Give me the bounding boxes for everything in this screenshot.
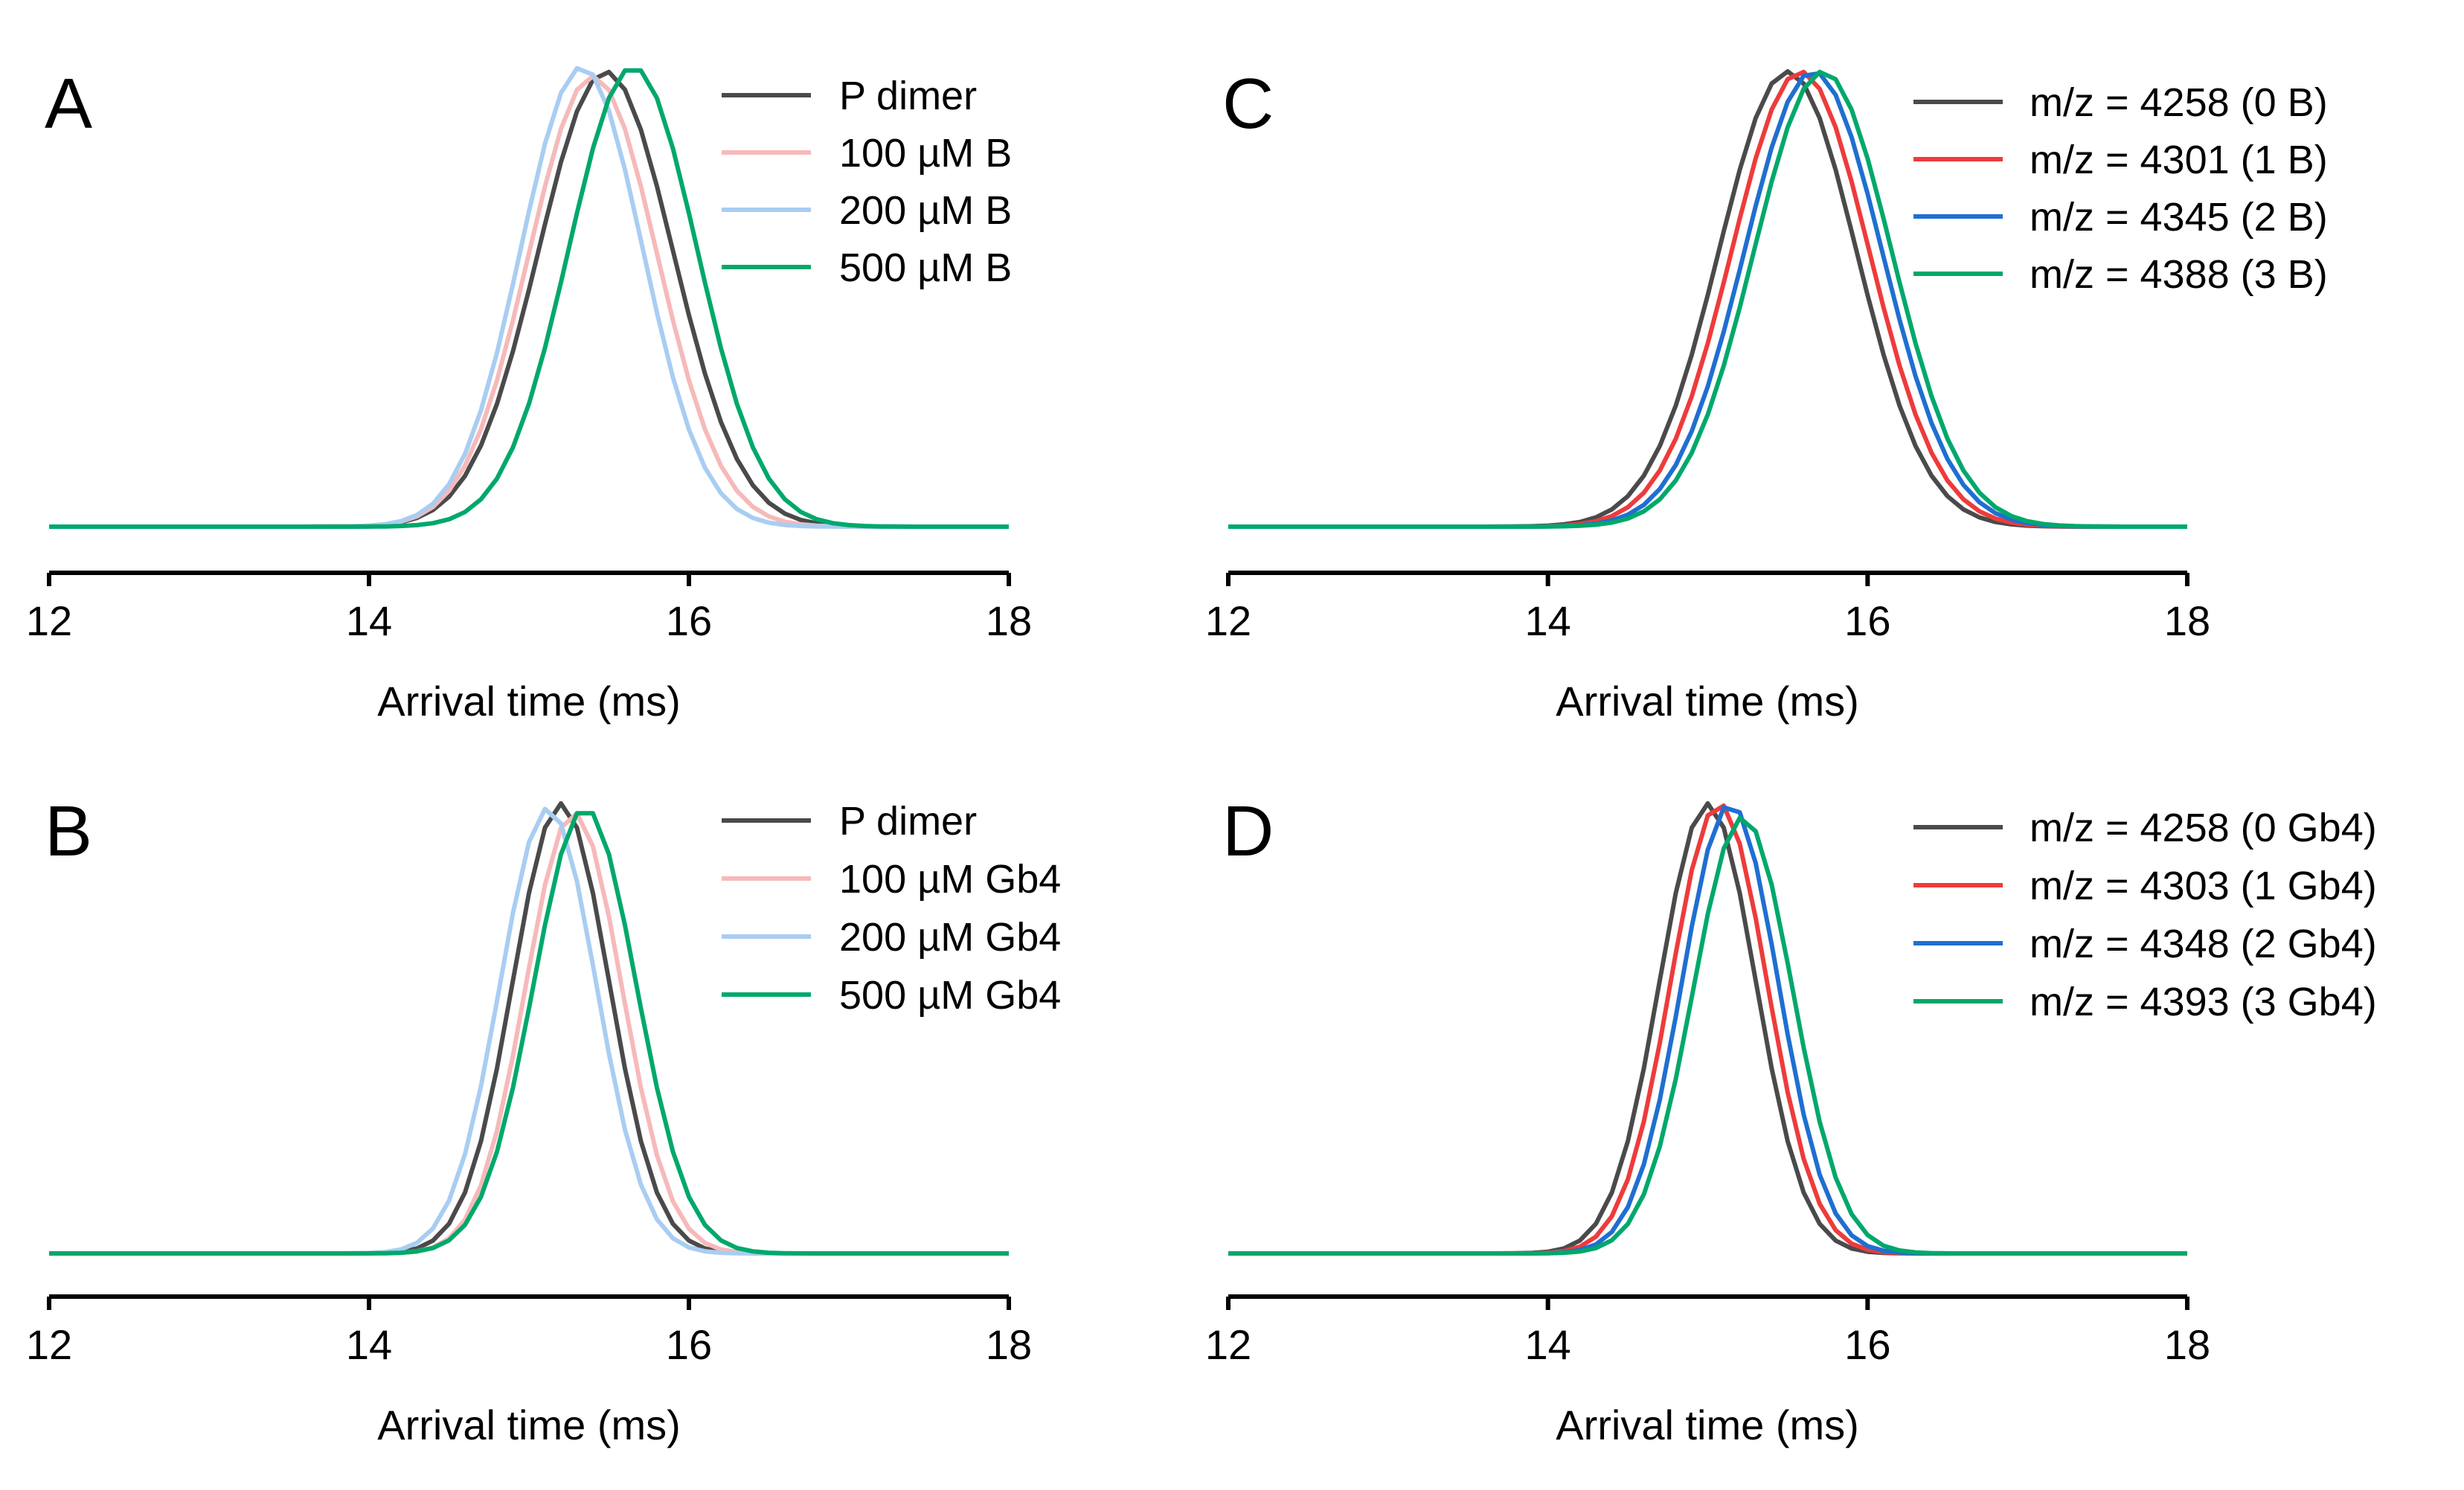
series-line-4 — [1228, 69, 2187, 529]
x-tick-label: 18 — [986, 597, 1032, 644]
legend: P dimer 100 µM Gb4 200 µM Gb4 500 µM Gb4 — [722, 799, 1061, 1018]
legend: m/z = 4258 (0 B) m/z = 4301 (1 B) m/z = … — [1913, 80, 2328, 297]
legend-entry: 100 µM B — [722, 131, 1012, 176]
legend-entry: m/z = 4348 (2 Gb4) — [1913, 922, 2377, 966]
legend: P dimer 100 µM B 200 µM B 500 µM B — [722, 74, 1012, 290]
panel-d: D 12 14 16 18 Arrival time (ms) m/z = 4258 … — [1205, 791, 2377, 1448]
legend-entry: m/z = 4388 (3 B) — [1913, 252, 2328, 297]
legend-label: P dimer — [839, 74, 977, 118]
legend-entry: P dimer — [722, 799, 977, 844]
legend-label: 200 µM B — [839, 188, 1012, 233]
x-tick-label: 18 — [986, 1321, 1032, 1368]
x-tick-label: 18 — [2164, 597, 2210, 644]
series-line-4 — [1228, 815, 2187, 1256]
legend: m/z = 4258 (0 Gb4) m/z = 4303 (1 Gb4) m/… — [1913, 806, 2377, 1024]
x-ticks: 12 14 16 18 — [1205, 1297, 2210, 1368]
x-ticks: 12 14 16 18 — [26, 573, 1032, 644]
legend-label: m/z = 4348 (2 Gb4) — [2030, 922, 2377, 966]
legend-entry: m/z = 4301 (1 B) — [1913, 138, 2328, 182]
legend-label: m/z = 4303 (1 Gb4) — [2030, 864, 2377, 908]
panel-b: B 12 14 16 18 Arrival time (ms) P dimer 100… — [26, 791, 1061, 1448]
legend-entry: m/z = 4393 (3 Gb4) — [1913, 980, 2377, 1024]
x-tick-label: 14 — [346, 597, 392, 644]
x-ticks: 12 14 16 18 — [1205, 573, 2210, 644]
x-tick-label: 12 — [1205, 1321, 1251, 1368]
series-group — [49, 801, 1009, 1256]
legend-label: 100 µM Gb4 — [839, 857, 1061, 902]
legend-entry: 500 µM B — [722, 245, 1012, 290]
x-tick-label: 16 — [666, 1321, 712, 1368]
x-tick-label: 16 — [1844, 1321, 1890, 1368]
panel-label: B — [45, 791, 92, 871]
x-axis-title: Arrival time (ms) — [377, 678, 681, 725]
legend-entry: m/z = 4345 (2 B) — [1913, 195, 2328, 240]
panel-label: C — [1222, 64, 1274, 144]
legend-label: 500 µM B — [839, 245, 1012, 290]
x-axis-title: Arrival time (ms) — [377, 1401, 681, 1448]
x-tick-label: 12 — [26, 1321, 72, 1368]
x-tick-label: 14 — [1525, 597, 1571, 644]
legend-label: m/z = 4388 (3 B) — [2030, 252, 2328, 297]
legend-entry: 500 µM Gb4 — [722, 973, 1061, 1018]
legend-entry: m/z = 4258 (0 Gb4) — [1913, 806, 2377, 850]
panel-label: A — [45, 64, 92, 144]
legend-label: m/z = 4258 (0 Gb4) — [2030, 806, 2377, 850]
x-tick-label: 16 — [666, 597, 712, 644]
legend-label: P dimer — [839, 799, 977, 844]
x-tick-label: 12 — [26, 597, 72, 644]
legend-label: m/z = 4258 (0 B) — [2030, 80, 2328, 125]
series-line-4 — [49, 68, 1009, 529]
panel-label: D — [1222, 791, 1274, 871]
x-tick-label: 18 — [2164, 1321, 2210, 1368]
legend-label: m/z = 4301 (1 B) — [2030, 138, 2328, 182]
x-axis-title: Arrival time (ms) — [1556, 1401, 1859, 1448]
x-tick-label: 16 — [1844, 597, 1890, 644]
legend-label: m/z = 4345 (2 B) — [2030, 195, 2328, 240]
x-tick-label: 14 — [346, 1321, 392, 1368]
legend-entry: 100 µM Gb4 — [722, 857, 1061, 902]
legend-entry: m/z = 4258 (0 B) — [1913, 80, 2328, 125]
panel-c: C 12 14 16 18 Arrival time (ms) m/z = 4258 … — [1205, 64, 2328, 725]
x-tick-label: 12 — [1205, 597, 1251, 644]
series-group — [49, 65, 1009, 529]
x-tick-label: 14 — [1525, 1321, 1571, 1368]
series-line-4 — [49, 811, 1009, 1256]
series-group — [1228, 801, 2187, 1256]
legend-label: 100 µM B — [839, 131, 1012, 176]
legend-entry: m/z = 4303 (1 Gb4) — [1913, 864, 2377, 908]
series-group — [1228, 69, 2187, 529]
x-ticks: 12 14 16 18 — [26, 1297, 1032, 1368]
legend-label: 500 µM Gb4 — [839, 973, 1061, 1018]
x-axis-title: Arrival time (ms) — [1556, 678, 1859, 725]
legend-entry: P dimer — [722, 74, 977, 118]
legend-entry: 200 µM B — [722, 188, 1012, 233]
panel-a: A 12 14 16 18 Arrival time (ms) P dimer 100… — [26, 64, 1032, 725]
legend-label: m/z = 4393 (3 Gb4) — [2030, 980, 2377, 1024]
legend-label: 200 µM Gb4 — [839, 915, 1061, 960]
legend-entry: 200 µM Gb4 — [722, 915, 1061, 960]
